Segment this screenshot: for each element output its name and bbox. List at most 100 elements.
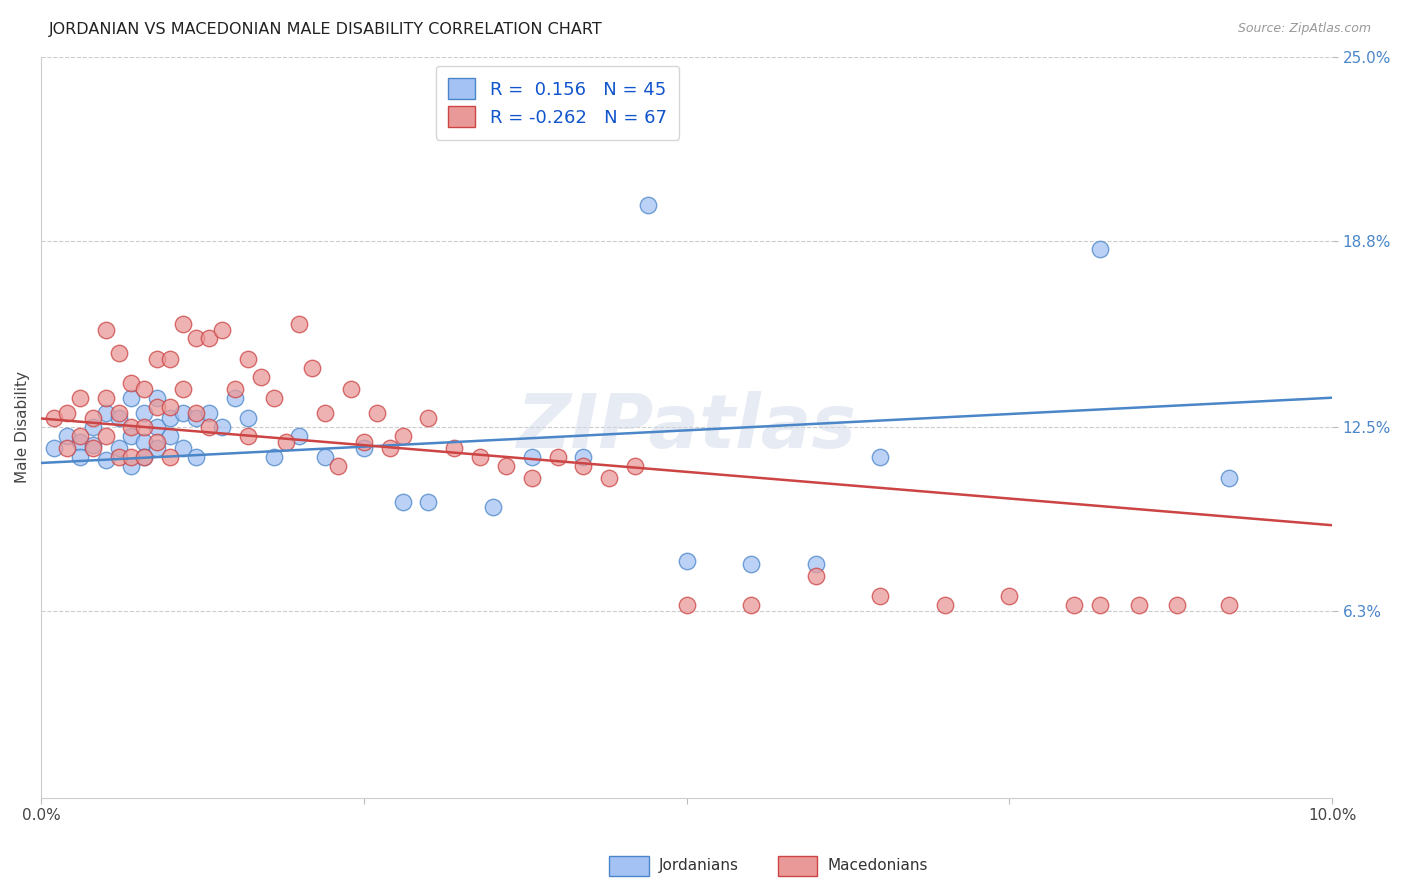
Point [934, 599, 956, 613]
Point [121, 458, 143, 473]
Point [198, 331, 221, 345]
Point [107, 405, 129, 419]
Y-axis label: Male Disability: Male Disability [15, 371, 30, 483]
Point [69, 435, 91, 450]
Point [804, 568, 827, 582]
Point [159, 450, 181, 464]
Point [236, 411, 259, 425]
Point [353, 435, 375, 450]
Point [804, 557, 827, 571]
Point [42, 411, 65, 425]
Point [184, 331, 207, 345]
Point [624, 458, 647, 473]
Point [263, 391, 285, 405]
Point [547, 450, 569, 464]
Point [740, 599, 762, 613]
Point [172, 441, 194, 455]
Point [418, 411, 440, 425]
Point [366, 405, 388, 419]
Point [42, 441, 65, 455]
Point [391, 494, 413, 508]
Point [146, 435, 169, 450]
Point [184, 411, 207, 425]
Point [107, 450, 129, 464]
Point [172, 382, 194, 396]
Point [172, 317, 194, 331]
Point [520, 471, 543, 485]
Point [121, 376, 143, 390]
Point [69, 429, 91, 443]
Point [82, 420, 104, 434]
Point [56, 405, 79, 419]
Point [1063, 599, 1085, 613]
Point [134, 435, 156, 450]
Point [1088, 243, 1111, 257]
Point [326, 458, 349, 473]
Point [869, 450, 891, 464]
Point [482, 500, 505, 515]
Point [378, 441, 401, 455]
Point [301, 361, 323, 376]
Point [146, 441, 169, 455]
Point [134, 382, 156, 396]
Point [159, 352, 181, 367]
Point [121, 429, 143, 443]
Point [184, 405, 207, 419]
Point [998, 590, 1021, 604]
Point [1088, 599, 1111, 613]
Point [1218, 599, 1240, 613]
Point [184, 450, 207, 464]
Text: ZIPatlas: ZIPatlas [516, 391, 856, 464]
Point [211, 322, 233, 336]
Point [869, 590, 891, 604]
Text: JORDANIAN VS MACEDONIAN MALE DISABILITY CORRELATION CHART: JORDANIAN VS MACEDONIAN MALE DISABILITY … [49, 22, 603, 37]
Point [69, 450, 91, 464]
Point [418, 494, 440, 508]
Point [146, 400, 169, 414]
Point [159, 411, 181, 425]
Point [94, 322, 117, 336]
Point [159, 400, 181, 414]
Point [94, 405, 117, 419]
Point [94, 429, 117, 443]
Point [107, 411, 129, 425]
Point [249, 370, 271, 384]
Point [69, 391, 91, 405]
Point [172, 405, 194, 419]
Point [134, 450, 156, 464]
Point [288, 429, 311, 443]
Point [94, 391, 117, 405]
Point [224, 391, 246, 405]
Point [224, 382, 246, 396]
Point [146, 420, 169, 434]
Point [121, 420, 143, 434]
Point [56, 441, 79, 455]
Point [236, 429, 259, 443]
Point [121, 450, 143, 464]
Point [159, 429, 181, 443]
Point [1218, 471, 1240, 485]
Point [134, 405, 156, 419]
Text: Jordanians: Jordanians [658, 858, 738, 872]
Point [82, 441, 104, 455]
Point [1128, 599, 1150, 613]
Point [288, 317, 311, 331]
Point [340, 382, 363, 396]
Point [314, 450, 336, 464]
Point [443, 441, 465, 455]
Point [94, 453, 117, 467]
Point [276, 435, 298, 450]
Point [572, 458, 595, 473]
Point [391, 429, 413, 443]
Point [675, 599, 697, 613]
Point [82, 411, 104, 425]
Point [121, 391, 143, 405]
Point [637, 198, 659, 212]
Point [211, 420, 233, 434]
Point [520, 450, 543, 464]
Point [146, 391, 169, 405]
Point [82, 438, 104, 452]
Point [572, 450, 595, 464]
Point [134, 420, 156, 434]
Text: Macedonians: Macedonians [827, 858, 928, 872]
